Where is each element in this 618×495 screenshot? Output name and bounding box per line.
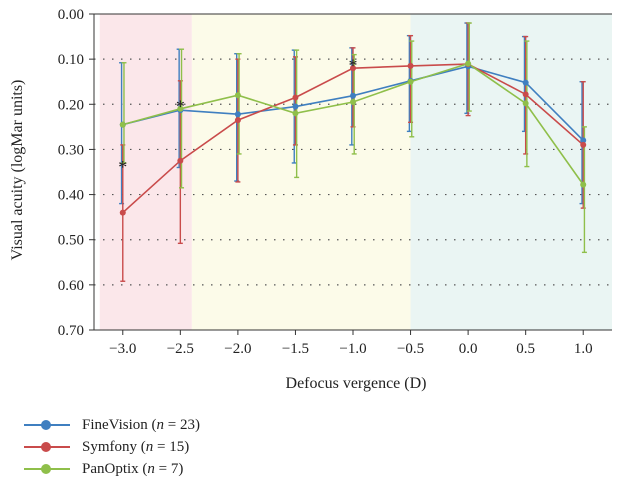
panoptix-data-point bbox=[177, 105, 184, 112]
background-region-2 bbox=[410, 14, 612, 330]
y-axis-title: Visual acuity (logMar units) bbox=[9, 80, 26, 261]
x-tick-label: −2.5 bbox=[167, 341, 194, 357]
tick-labels: 0.00 0.10 0.20 0.30 0.40 0.50 0.60 0.70 −3.0 −2.5… bbox=[58, 7, 593, 357]
x-tick-label: 1.0 bbox=[574, 341, 593, 357]
legend-item-finevision: FineVision (n = 23) bbox=[24, 414, 200, 436]
x-tick-label: 0.5 bbox=[516, 341, 535, 357]
y-tick-label: 0.60 bbox=[58, 278, 84, 294]
line-chart: 0.00 0.10 0.20 0.30 0.40 0.50 0.60 0.70 −3.0 −2.5… bbox=[9, 7, 612, 392]
axes bbox=[89, 13, 612, 335]
significance-marker: * bbox=[349, 56, 358, 76]
legend-n-value: = 7) bbox=[158, 460, 184, 477]
legend-series-name: Symfony bbox=[82, 438, 138, 455]
panoptix-data-point bbox=[234, 92, 241, 99]
symfony-data-point bbox=[407, 62, 414, 69]
y-tick-label: 0.70 bbox=[58, 323, 84, 339]
x-axis-title: Defocus vergence (D) bbox=[286, 375, 427, 392]
annotations: * * * bbox=[118, 56, 357, 178]
legend-swatch bbox=[24, 440, 70, 454]
symfony-data-point bbox=[522, 91, 529, 98]
legend-label: FineVision (n = 23) bbox=[82, 416, 200, 433]
legend-n-value: = 23) bbox=[167, 416, 200, 433]
legend-series-name: FineVision bbox=[82, 416, 148, 433]
legend-swatch bbox=[24, 418, 70, 432]
y-tick-label: 0.40 bbox=[58, 188, 84, 204]
legend-n-label: n bbox=[156, 416, 165, 433]
x-tick-label: −1.5 bbox=[282, 341, 309, 357]
y-tick-label: 0.20 bbox=[58, 97, 84, 113]
symfony-data-point bbox=[234, 117, 241, 124]
legend-n-label: n bbox=[145, 438, 154, 455]
legend-label: Symfony (n = 15) bbox=[82, 438, 190, 455]
data-points bbox=[119, 60, 587, 216]
x-tick-label: −1.0 bbox=[339, 341, 366, 357]
legend: FineVision (n = 23) Symfony (n = 15) PanOp… bbox=[24, 414, 200, 480]
symfony-data-point bbox=[292, 94, 299, 101]
legend-n-label: n bbox=[147, 460, 155, 477]
y-tick-label: 0.00 bbox=[58, 7, 84, 23]
finevision-data-point bbox=[580, 137, 587, 144]
finevision-data-point bbox=[234, 111, 241, 118]
legend-n-value: = 15) bbox=[157, 438, 190, 455]
symfony-data-point bbox=[119, 209, 126, 216]
finevision-data-point bbox=[350, 92, 356, 99]
x-tick-label: −3.0 bbox=[109, 341, 136, 357]
significance-marker: * bbox=[176, 96, 185, 116]
symfony-data-point bbox=[350, 65, 356, 72]
panoptix-data-point bbox=[407, 78, 414, 85]
y-tick-label: 0.30 bbox=[58, 142, 84, 158]
y-tick-label: 0.50 bbox=[58, 233, 84, 249]
finevision-data-point bbox=[522, 79, 529, 86]
panoptix-data-point bbox=[522, 100, 529, 107]
background-region-0 bbox=[99, 14, 192, 330]
legend-item-symfony: Symfony (n = 15) bbox=[24, 436, 200, 458]
background-region-1 bbox=[191, 14, 411, 330]
panoptix-data-point bbox=[119, 121, 126, 128]
panoptix-data-point bbox=[292, 110, 299, 117]
legend-swatch bbox=[24, 462, 70, 476]
panoptix-data-point bbox=[350, 99, 356, 106]
legend-item-panoptix: PanOptix (n = 7) bbox=[24, 458, 200, 480]
panoptix-data-point bbox=[580, 181, 587, 188]
legend-series-name: PanOptix bbox=[82, 460, 139, 477]
panoptix-data-point bbox=[465, 60, 472, 67]
significance-marker: * bbox=[118, 157, 127, 177]
x-tick-label: −0.5 bbox=[397, 341, 424, 357]
x-tick-label: −2.0 bbox=[224, 341, 251, 357]
finevision-data-point bbox=[292, 103, 299, 110]
y-tick-label: 0.10 bbox=[58, 52, 84, 68]
symfony-data-point bbox=[580, 141, 587, 148]
legend-label: PanOptix (n = 7) bbox=[82, 460, 184, 477]
symfony-data-point bbox=[177, 157, 184, 164]
x-tick-label: 0.0 bbox=[459, 341, 478, 357]
